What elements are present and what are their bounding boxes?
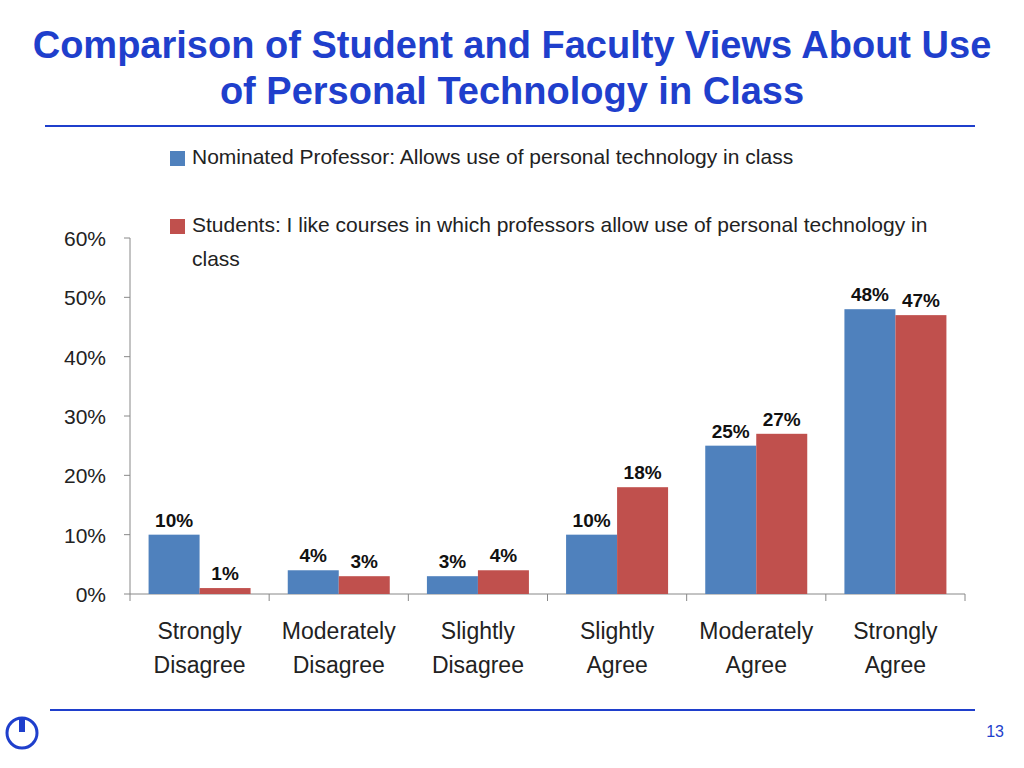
bar bbox=[288, 570, 339, 594]
bar bbox=[149, 535, 200, 594]
y-tick-label: 60% bbox=[64, 227, 106, 250]
x-tick-label-line: Disagree bbox=[432, 652, 524, 678]
x-separator bbox=[686, 594, 687, 601]
bars bbox=[149, 309, 947, 594]
y-tick bbox=[124, 594, 130, 595]
bar bbox=[844, 309, 895, 594]
y-tick-label: 10% bbox=[64, 524, 106, 547]
bar bbox=[566, 535, 617, 594]
y-tick bbox=[124, 297, 130, 298]
page-number: 13 bbox=[986, 723, 1004, 740]
y-tick-label: 20% bbox=[64, 464, 106, 487]
x-tick-label-line: Strongly bbox=[853, 618, 938, 644]
footer-rule bbox=[50, 709, 975, 711]
data-label: 25% bbox=[712, 421, 750, 442]
legend-label: Students: I like courses in which profes… bbox=[192, 208, 952, 276]
x-tick-label-line: Disagree bbox=[154, 652, 246, 678]
x-tick-label-line: Moderately bbox=[282, 618, 396, 644]
data-label: 48% bbox=[851, 284, 889, 305]
logo-bar bbox=[19, 718, 25, 732]
y-tick bbox=[124, 534, 130, 535]
bar bbox=[339, 576, 390, 594]
bar bbox=[756, 434, 807, 594]
x-tick-label-line: Agree bbox=[865, 652, 926, 678]
bar bbox=[705, 446, 756, 594]
y-tick bbox=[124, 238, 130, 239]
x-tick-label-line: Strongly bbox=[157, 618, 242, 644]
x-tick-label-line: Disagree bbox=[293, 652, 385, 678]
title: Comparison of Student and Faculty Views … bbox=[20, 22, 1004, 114]
x-separator bbox=[269, 594, 270, 601]
title-rule bbox=[45, 125, 975, 127]
x-tick-label: Moderately Disagree bbox=[282, 618, 396, 678]
x-tick-label: Slightly Disagree bbox=[432, 618, 524, 678]
legend-label: Nominated Professor: Allows use of perso… bbox=[192, 140, 952, 174]
legend-swatch bbox=[170, 151, 185, 166]
x-tick-label-line: Slightly bbox=[580, 618, 655, 644]
x-tick-label: Strongly Disagree bbox=[154, 618, 246, 678]
data-label: 47% bbox=[902, 290, 940, 311]
data-labels: 10% 4% 3% 10% 25% 48% 1% 3% 4% 18% 27% 47% bbox=[155, 284, 940, 584]
x-tick-label-line: Slightly bbox=[441, 618, 516, 644]
x-tick-label-line: Moderately bbox=[699, 618, 813, 644]
data-label: 10% bbox=[573, 510, 611, 531]
x-tick-label: Moderately Agree bbox=[699, 618, 813, 678]
legend-swatch bbox=[170, 219, 185, 234]
y-tick bbox=[124, 416, 130, 417]
chart: 0%10%20%30%40%50%60%StronglyDisagreeMode… bbox=[0, 0, 1024, 768]
data-label: 27% bbox=[763, 409, 801, 430]
bar bbox=[200, 588, 251, 594]
x-tick-label: Slightly Agree bbox=[580, 618, 655, 678]
data-label: 10% bbox=[155, 510, 193, 531]
y-tick-label: 40% bbox=[64, 346, 106, 369]
x-separator bbox=[547, 594, 548, 601]
y-tick bbox=[124, 356, 130, 357]
x-tick-label: Strongly Agree bbox=[853, 618, 938, 678]
x-separator bbox=[965, 594, 966, 601]
data-label: 4% bbox=[300, 545, 328, 566]
bar bbox=[895, 315, 946, 594]
data-label: 3% bbox=[351, 551, 379, 572]
data-label: 4% bbox=[490, 545, 518, 566]
x-separator bbox=[408, 594, 409, 601]
x-separator bbox=[130, 594, 131, 601]
data-label: 18% bbox=[624, 462, 662, 483]
x-separator bbox=[825, 594, 826, 601]
logo bbox=[7, 718, 37, 748]
bar bbox=[478, 570, 529, 594]
logo-ring bbox=[7, 718, 37, 748]
x-tick-label-line: Agree bbox=[586, 652, 647, 678]
data-label: 3% bbox=[439, 551, 467, 572]
x-tick-label-line: Agree bbox=[726, 652, 787, 678]
y-tick-label: 0% bbox=[76, 583, 106, 606]
bar bbox=[427, 576, 478, 594]
data-label: 1% bbox=[211, 563, 239, 584]
y-tick bbox=[124, 475, 130, 476]
bar bbox=[617, 487, 668, 594]
y-tick-label: 50% bbox=[64, 286, 106, 309]
y-tick-label: 30% bbox=[64, 405, 106, 428]
